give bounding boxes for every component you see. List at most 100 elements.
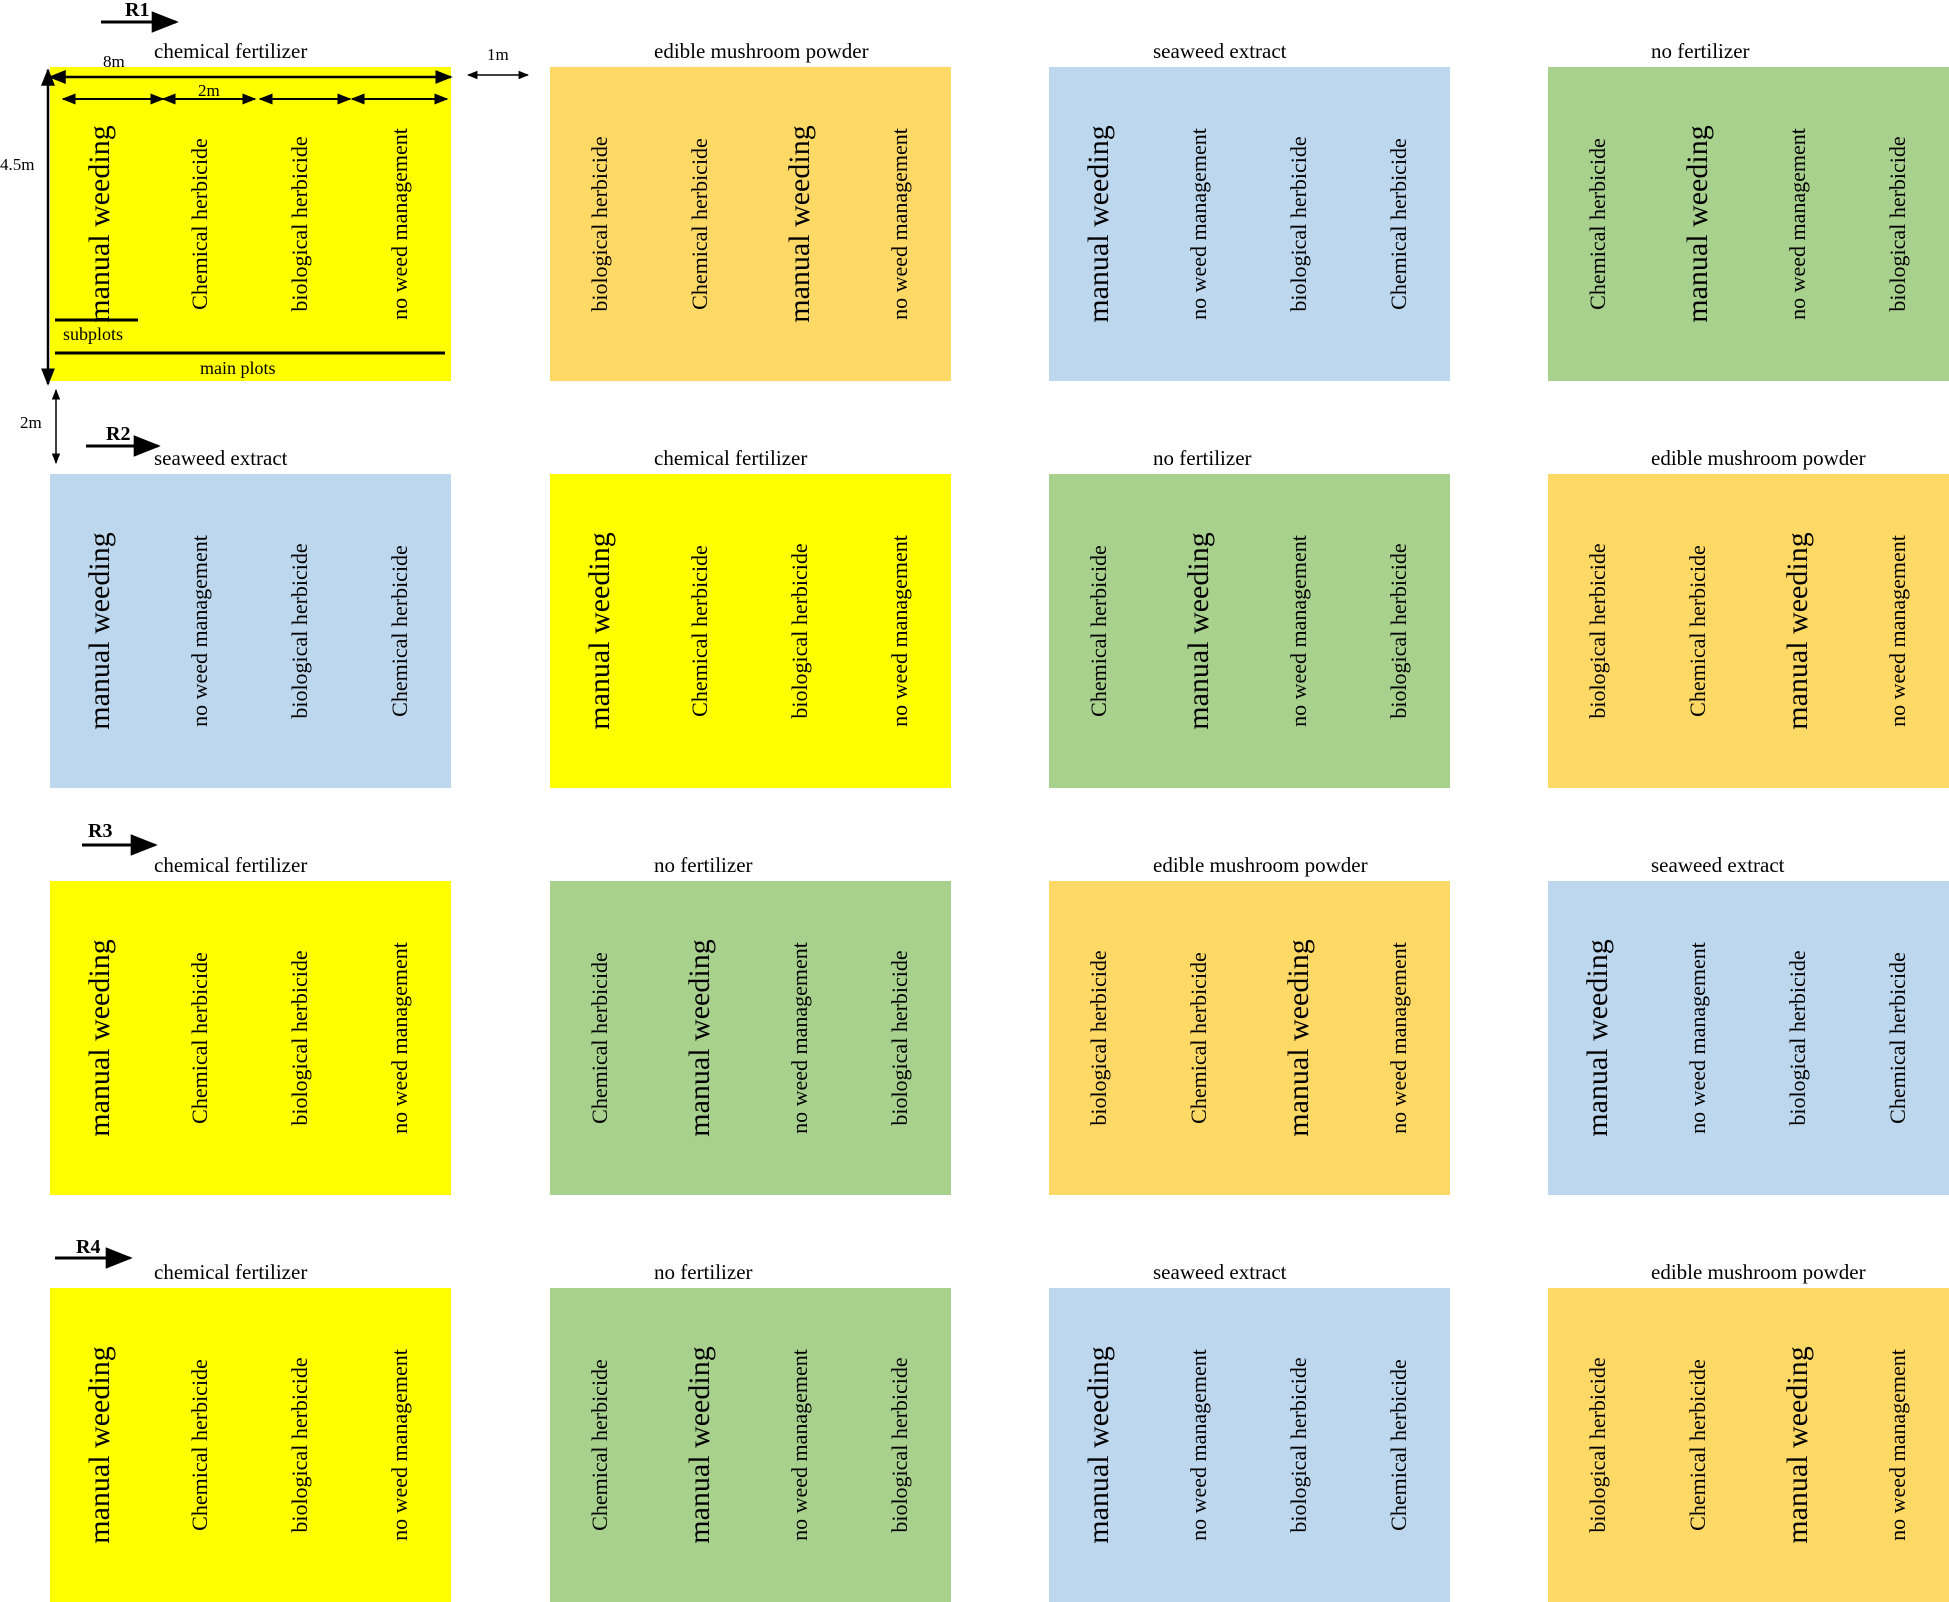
subplot: Chemical herbicide <box>650 474 750 788</box>
main-plot: Chemical herbicide manual weeding no weed … <box>550 881 951 1195</box>
subplot: manual weeding <box>50 881 150 1195</box>
subplot-label: Chemical herbicide <box>387 545 412 717</box>
main-plot: manual weeding no weed management biologic… <box>50 474 451 788</box>
main-plot-title: seaweed extract <box>1651 853 1785 877</box>
plot-gap-label: 1m <box>487 45 509 64</box>
subplot-label: Chemical herbicide <box>1186 952 1211 1124</box>
main-plot: Chemical herbicide manual weeding no weed … <box>1548 67 1949 381</box>
subplot: Chemical herbicide <box>1149 881 1249 1195</box>
subplot-label: no weed management <box>187 535 212 727</box>
subplot-label: no weed management <box>1186 128 1211 320</box>
main-plot: Chemical herbicide manual weeding no weed … <box>1049 474 1450 788</box>
subplot-label: Chemical herbicide <box>1585 138 1610 310</box>
subplots-legend-label: subplots <box>63 324 124 344</box>
subplot: biological herbicide <box>1249 67 1349 381</box>
subplot-width-label: 2m <box>198 81 220 100</box>
subplot-label: biological herbicide <box>287 1357 312 1533</box>
subplot-label: no weed management <box>1386 942 1411 1134</box>
subplot-label: biological herbicide <box>887 1357 912 1533</box>
subplot: no weed management <box>750 881 850 1195</box>
subplot-label: manual weeding <box>1082 125 1115 323</box>
subplot: biological herbicide <box>750 474 850 788</box>
subplot: no weed management <box>1149 67 1249 381</box>
subplot-label: biological herbicide <box>1585 543 1610 719</box>
subplot-label: biological herbicide <box>1386 543 1411 719</box>
subplot: biological herbicide <box>250 1288 350 1602</box>
subplot: manual weeding <box>1049 1288 1149 1602</box>
subplot: Chemical herbicide <box>150 67 250 381</box>
subplot: no weed management <box>850 474 950 788</box>
subplot-label: Chemical herbicide <box>587 1359 612 1531</box>
subplot-label: manual weeding <box>683 1346 716 1544</box>
subplot: Chemical herbicide <box>650 67 750 381</box>
subplot: biological herbicide <box>1548 1288 1648 1602</box>
subplot: no weed management <box>1249 474 1349 788</box>
subplot: Chemical herbicide <box>150 881 250 1195</box>
subplot: no weed management <box>350 1288 450 1602</box>
subplot-label: biological herbicide <box>1785 950 1810 1126</box>
subplot: biological herbicide <box>550 67 650 381</box>
plot-length-label: 4.5m <box>0 155 35 174</box>
replicate-label-4: R4 <box>76 1236 101 1258</box>
main-plot-title: seaweed extract <box>154 446 288 470</box>
subplot-label: no weed management <box>387 128 412 320</box>
replicate-label-2: R2 <box>106 423 131 445</box>
main-plot-title: seaweed extract <box>1153 39 1287 63</box>
subplot: manual weeding <box>750 67 850 381</box>
subplot-label: Chemical herbicide <box>187 1359 212 1531</box>
subplot: manual weeding <box>50 474 150 788</box>
subplot: biological herbicide <box>250 881 350 1195</box>
main-plot-title: edible mushroom powder <box>1651 446 1866 470</box>
subplot: Chemical herbicide <box>550 1288 650 1602</box>
main-plot: biological herbicide Chemical herbicide ma… <box>550 67 951 381</box>
main-plot-width-label: 8m <box>103 52 125 71</box>
subplot: no weed management <box>1848 1288 1948 1602</box>
subplot-label: manual weeding <box>583 532 616 730</box>
subplot: no weed management <box>350 67 450 381</box>
subplot: Chemical herbicide <box>1848 881 1948 1195</box>
subplot: biological herbicide <box>1349 474 1449 788</box>
subplot-label: biological herbicide <box>587 136 612 312</box>
subplot-label: Chemical herbicide <box>1685 545 1710 717</box>
subplot: no weed management <box>750 1288 850 1602</box>
subplot-label: manual weeding <box>783 125 816 323</box>
main-plot: biological herbicide Chemical herbicide ma… <box>1049 881 1450 1195</box>
subplot: manual weeding <box>1548 881 1648 1195</box>
subplot-label: manual weeding <box>683 939 716 1137</box>
subplot-label: Chemical herbicide <box>687 138 712 310</box>
subplot-label: no weed management <box>887 128 912 320</box>
subplot-label: no weed management <box>887 535 912 727</box>
subplot-label: Chemical herbicide <box>1685 1359 1710 1531</box>
subplot-label: manual weeding <box>1182 532 1215 730</box>
subplot: biological herbicide <box>250 67 350 381</box>
subplot: biological herbicide <box>1249 1288 1349 1602</box>
subplot-label: no weed management <box>1186 1349 1211 1541</box>
subplot-label: biological herbicide <box>287 136 312 312</box>
main-plot: Chemical herbicide manual weeding no weed … <box>550 1288 951 1602</box>
subplot-label: Chemical herbicide <box>1386 1359 1411 1531</box>
main-plot: manual weeding Chemical herbicide biologic… <box>50 881 451 1195</box>
subplot-label: Chemical herbicide <box>1086 545 1111 717</box>
main-plot: manual weeding no weed management biologic… <box>1548 881 1949 1195</box>
subplot-label: biological herbicide <box>1286 136 1311 312</box>
subplot: Chemical herbicide <box>1349 67 1449 381</box>
subplot-label: biological herbicide <box>1286 1357 1311 1533</box>
subplot: manual weeding <box>650 1288 750 1602</box>
subplot-label: no weed management <box>1885 535 1910 727</box>
subplot-label: Chemical herbicide <box>687 545 712 717</box>
replicate-label-3: R3 <box>88 820 113 842</box>
subplot: manual weeding <box>1748 474 1848 788</box>
subplot: Chemical herbicide <box>1548 67 1648 381</box>
main-plots-legend-label: main plots <box>200 358 276 378</box>
subplot-label: biological herbicide <box>1885 136 1910 312</box>
subplot: biological herbicide <box>1748 881 1848 1195</box>
subplot: manual weeding <box>1249 881 1349 1195</box>
subplot-label: manual weeding <box>1681 125 1714 323</box>
subplot: manual weeding <box>1149 474 1249 788</box>
subplot: manual weeding <box>1648 67 1748 381</box>
subplot-label: manual weeding <box>1781 532 1814 730</box>
subplot-label: no weed management <box>1685 942 1710 1134</box>
main-plot: biological herbicide Chemical herbicide ma… <box>1548 1288 1949 1602</box>
subplot: Chemical herbicide <box>550 881 650 1195</box>
subplot: biological herbicide <box>250 474 350 788</box>
